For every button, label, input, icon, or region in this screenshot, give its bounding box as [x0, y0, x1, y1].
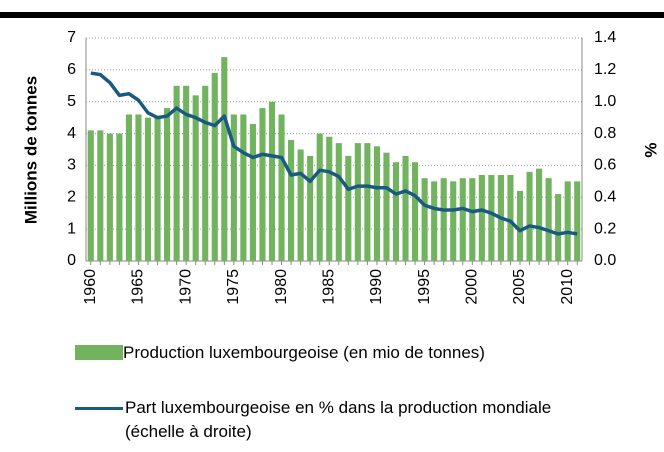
- x-tick-label: 2000: [464, 269, 481, 305]
- bar: [545, 178, 552, 261]
- bar: [230, 114, 237, 261]
- bar: [268, 101, 276, 261]
- bar: [412, 162, 419, 261]
- bar: [307, 155, 314, 261]
- y2-tick-label: 1.2: [594, 61, 616, 78]
- bar: [240, 114, 247, 261]
- x-tick-label: 1980: [273, 269, 290, 305]
- bar: [335, 143, 342, 261]
- bar: [507, 174, 514, 261]
- bar: [574, 181, 581, 261]
- x-tick-label: 1985: [320, 269, 337, 305]
- bar: [144, 117, 152, 262]
- bar: [135, 114, 142, 261]
- bar: [202, 85, 209, 262]
- bar: [192, 95, 199, 261]
- legend-swatch: [75, 345, 123, 360]
- bar: [555, 194, 562, 261]
- bar: [516, 190, 524, 261]
- bar: [173, 85, 180, 262]
- bar: [421, 178, 428, 261]
- bar: [211, 73, 218, 262]
- legend-label: Part luxembourgeoise en % dans la produc…: [125, 398, 552, 441]
- bar: [469, 178, 476, 261]
- x-tick-label: 1965: [130, 269, 147, 305]
- x-tick-label: 1960: [82, 269, 99, 305]
- bar: [87, 130, 94, 261]
- bar: [183, 85, 190, 262]
- line: [90, 71, 578, 236]
- bar: [116, 133, 123, 261]
- bar: [431, 181, 438, 261]
- y-tick-label: 4: [67, 125, 76, 142]
- y-tick-label: 1: [67, 220, 76, 237]
- bar: [316, 133, 323, 261]
- bar: [345, 155, 352, 261]
- bar: [326, 136, 333, 261]
- bar: [392, 162, 400, 261]
- bar: [526, 171, 533, 261]
- y-tick-label: 5: [67, 93, 76, 110]
- bar: [364, 143, 371, 261]
- legend-swatch: [75, 407, 123, 410]
- top-rule: [0, 12, 664, 18]
- bar: [97, 130, 104, 261]
- x-tick-label: 1970: [177, 269, 194, 305]
- x-tick-label: 2010: [559, 269, 576, 305]
- bar: [354, 143, 361, 261]
- bar: [488, 174, 495, 261]
- bar: [564, 181, 571, 261]
- legend-item: Production luxembourgeoise (en mio de to…: [75, 341, 485, 365]
- bar: [536, 168, 543, 261]
- bar: [278, 114, 285, 261]
- bar: [373, 146, 380, 261]
- bar: [221, 57, 228, 261]
- y2-tick-label: 0.4: [594, 189, 616, 206]
- y2-tick-label: 0.8: [594, 125, 616, 142]
- bar: [249, 124, 256, 261]
- x-tick-label: 1995: [416, 269, 433, 305]
- bar: [164, 108, 171, 261]
- y-tick-label: 3: [67, 157, 76, 174]
- bar: [125, 114, 132, 261]
- y-tick-label: 6: [67, 61, 76, 78]
- bar: [478, 174, 485, 261]
- y2-tick-label: 1.4: [594, 29, 616, 46]
- y2-tick-label: 1.0: [594, 93, 616, 110]
- y-tick-label: 2: [67, 189, 76, 206]
- legend-label: Production luxembourgeoise (en mio de to…: [123, 343, 485, 362]
- y-tick-label: 0: [67, 252, 76, 269]
- bar: [297, 149, 304, 261]
- y2-tick-label: 0.6: [594, 157, 616, 174]
- bar: [288, 139, 295, 261]
- x-tick-label: 1990: [368, 269, 385, 305]
- legend-item: Part luxembourgeoise en % dans la produc…: [75, 396, 595, 444]
- bar: [383, 152, 390, 261]
- bar: [440, 178, 447, 261]
- bar: [402, 155, 409, 261]
- y-tick-label: 7: [67, 29, 76, 46]
- y2-axis-title: %: [641, 142, 660, 157]
- y2-tick-label: 0.2: [594, 220, 616, 237]
- x-tick-label: 2005: [511, 269, 528, 305]
- bar: [106, 133, 113, 261]
- x-tick-label: 1975: [225, 269, 242, 305]
- bar: [259, 108, 266, 261]
- bar: [154, 117, 161, 262]
- bar: [459, 178, 466, 261]
- y2-tick-label: 0.0: [594, 252, 616, 269]
- bar: [450, 181, 457, 261]
- y-axis-title: Millions de tonnes: [21, 76, 40, 224]
